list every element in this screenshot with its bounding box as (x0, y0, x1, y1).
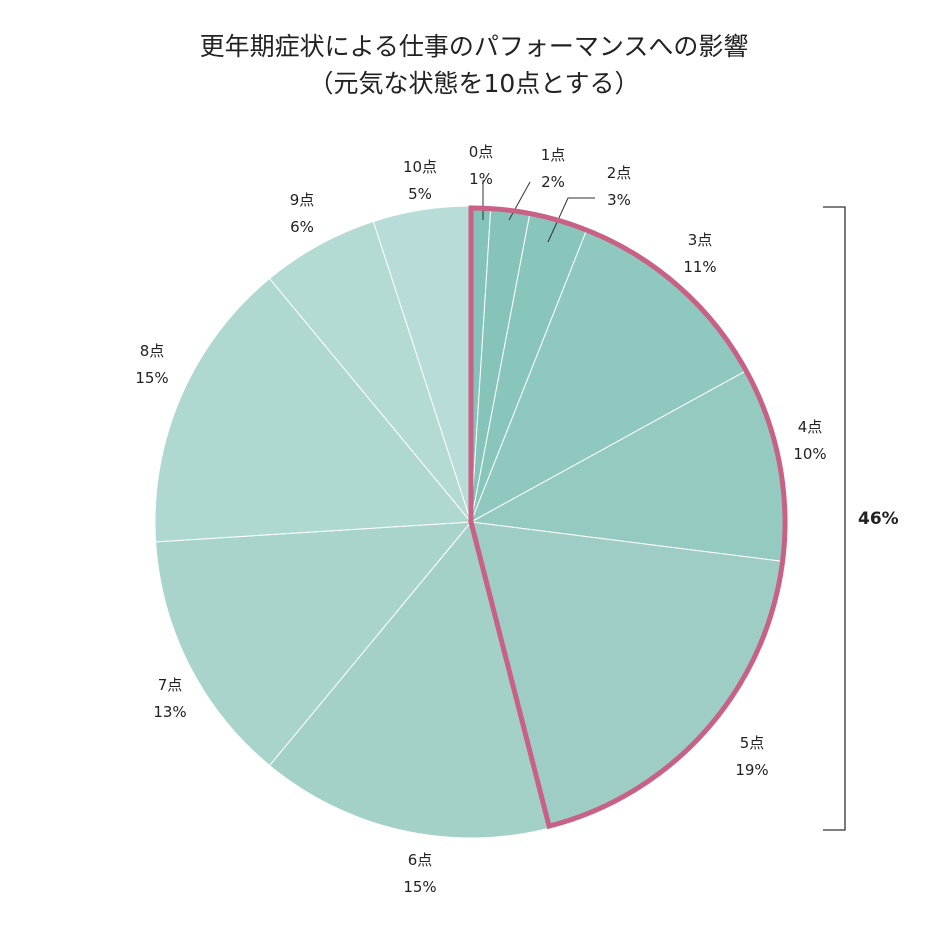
slice-value-label: 13% (153, 703, 186, 721)
slice-value-label: 10% (793, 445, 826, 463)
slice-label: 10点 (403, 158, 437, 176)
slice-label: 6点 (408, 851, 433, 869)
slice-value-label: 2% (541, 173, 565, 191)
slice-value-label: 19% (735, 761, 768, 779)
slice-label: 1点 (541, 146, 566, 164)
highlight-total-label: 46% (858, 509, 899, 529)
slice-label: 9点 (290, 191, 315, 209)
slice-label: 2点 (607, 164, 632, 182)
highlight-bracket (823, 206, 846, 831)
slice-label: 0点 (469, 143, 494, 161)
chart-title: 更年期症状による仕事のパフォーマンスへの影響 (200, 32, 749, 61)
leader-line (508, 181, 531, 221)
slice-value-label: 15% (135, 369, 168, 387)
pie-slice (154, 277, 473, 543)
pie-slice (268, 220, 472, 523)
slice-value-label: 5% (408, 185, 432, 203)
pie-slice (155, 521, 473, 767)
leader-line (547, 197, 595, 243)
slice-value-label: 15% (403, 878, 436, 896)
slice-label: 5点 (740, 734, 765, 752)
slice-label: 4点 (798, 418, 823, 436)
chart-subtitle: （元気な状態を10点とする） (308, 69, 639, 98)
slice-value-label: 6% (290, 218, 314, 236)
pie-slice (268, 520, 551, 839)
slice-value-label: 3% (607, 191, 631, 209)
slice-label: 7点 (158, 676, 183, 694)
slice-value-label: 1% (469, 170, 493, 188)
slice-label: 3点 (688, 231, 713, 249)
slice-value-label: 11% (683, 258, 716, 276)
highlight-outline (468, 205, 788, 830)
slice-label: 8点 (140, 342, 165, 360)
